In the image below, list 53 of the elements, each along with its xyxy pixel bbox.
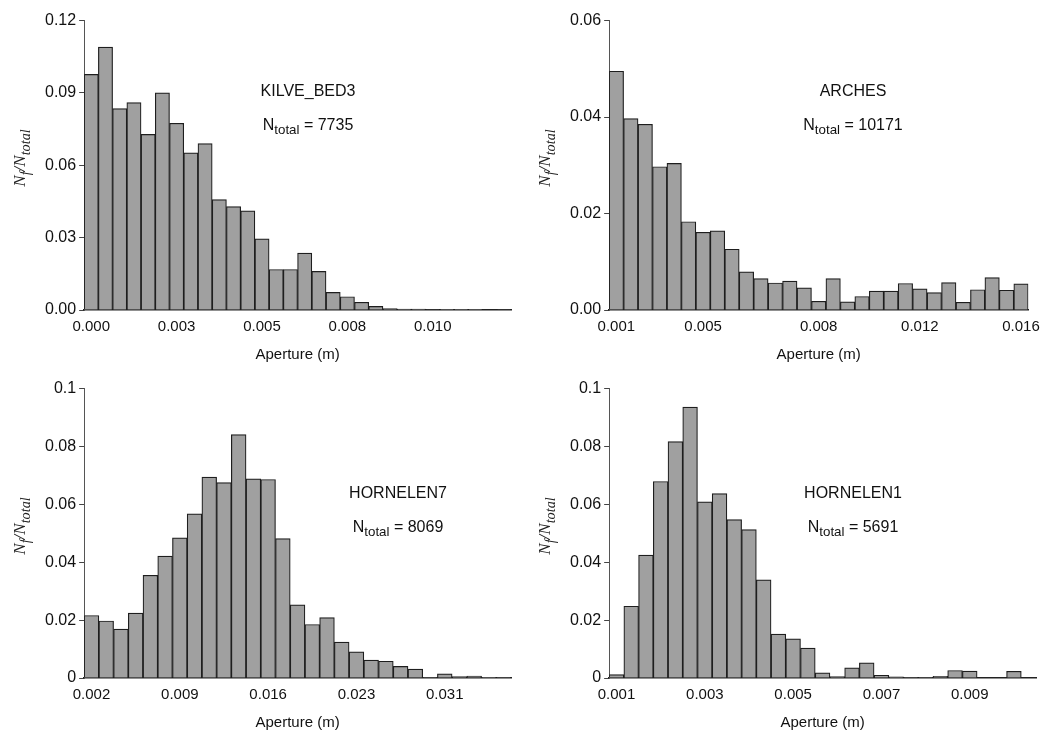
y-tick-label: 0.00 <box>570 300 602 318</box>
x-tick-label: 0.016 <box>249 685 287 703</box>
y-tick-label: 0 <box>67 668 77 686</box>
annotation: N$_{total}$ = 5691 <box>806 517 900 542</box>
annotation: N$_{total}$ = 8069 <box>351 517 445 542</box>
x-tick-label: 0.005 <box>774 685 812 703</box>
annotation: HORNELEN7 <box>349 483 447 503</box>
x-tick-label: 0.031 <box>425 685 464 703</box>
x-tick-label: 0.003 <box>686 685 724 703</box>
x-tick-label: 0.009 <box>950 685 989 703</box>
y-tick-label: 0.04 <box>570 552 602 570</box>
annotation: N$_{total}$ = 7735 <box>261 115 355 140</box>
y-tick-label: 0.02 <box>570 610 602 628</box>
x-tick-label: 0.012 <box>901 317 939 335</box>
x-tick-label: 0.010 <box>413 317 452 335</box>
x-tick-label: 0.001 <box>597 317 636 335</box>
y-tick-label: 0.1 <box>578 379 602 397</box>
y-tick-label: 0.08 <box>570 436 602 454</box>
x-tick-label: 0.003 <box>157 317 196 335</box>
y-tick-label: 0.12 <box>45 11 77 29</box>
y-tick-label: 0.06 <box>570 494 602 512</box>
x-tick-label: 0.005 <box>243 317 281 335</box>
x-tick-label: 0.002 <box>72 685 111 703</box>
annotation: HORNELEN1 <box>804 483 902 503</box>
x-axis-title: Aperture (m) <box>776 345 861 363</box>
annotation: KILVE_BED3 <box>260 81 356 101</box>
y-tick-label: 0.00 <box>45 300 77 318</box>
x-tick-label: 0.008 <box>799 317 838 335</box>
y-tick-label: 0.06 <box>45 155 77 173</box>
x-tick-label: 0.007 <box>862 685 901 703</box>
annotation: N$_{total}$ = 10171 <box>803 115 903 140</box>
y-tick-label: 0.02 <box>570 203 602 221</box>
y-tick-label: 0 <box>592 668 602 686</box>
x-tick-label: 0.000 <box>72 317 111 335</box>
y-tick-label: 0.08 <box>45 436 77 454</box>
x-tick-label: 0.016 <box>1002 317 1040 335</box>
y-tick-label: 0.1 <box>53 379 77 397</box>
x-tick-label: 0.001 <box>597 685 636 703</box>
x-tick-label: 0.008 <box>328 317 367 335</box>
y-tick-label: 0.06 <box>570 11 602 29</box>
x-axis-title: Aperture (m) <box>780 713 865 731</box>
y-tick-label: 0.02 <box>45 610 77 628</box>
y-tick-label: 0.04 <box>570 107 602 125</box>
y-tick-label: 0.06 <box>45 494 77 512</box>
x-tick-label: 0.005 <box>684 317 722 335</box>
annotation: ARCHES <box>818 81 888 101</box>
x-tick-label: 0.023 <box>337 685 376 703</box>
y-tick-label: 0.04 <box>45 552 77 570</box>
y-tick-label: 0.03 <box>45 228 77 246</box>
x-axis-title: Aperture (m) <box>255 345 340 363</box>
x-tick-label: 0.009 <box>161 685 199 703</box>
x-axis-title: Aperture (m) <box>255 713 340 731</box>
y-tick-label: 0.09 <box>45 83 77 101</box>
